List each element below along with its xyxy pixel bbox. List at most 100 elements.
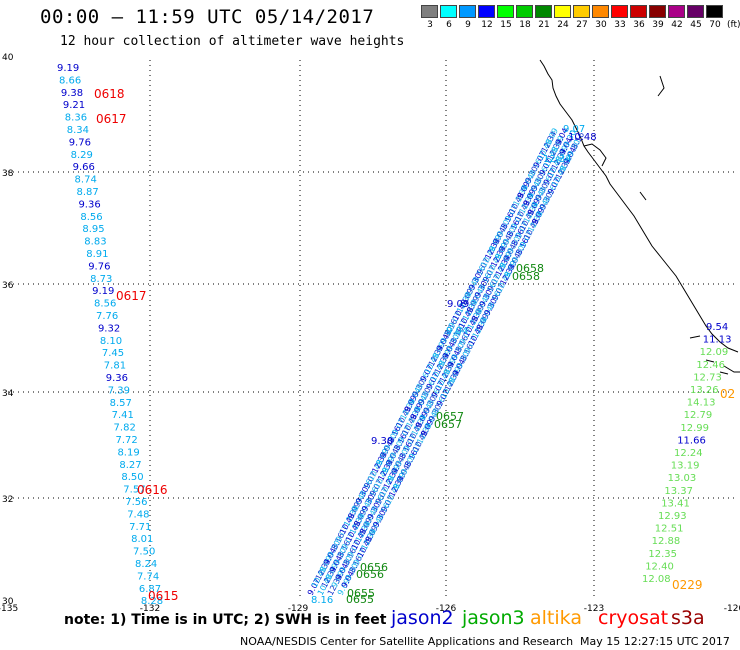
legend-swatch <box>573 5 590 18</box>
diag-track-time: 0655 <box>346 593 374 606</box>
east-track-value: 11.13 <box>703 335 732 346</box>
diag-highlight-value: 10.48 <box>568 132 597 143</box>
axis-labels: 40 38 36 34 32 30-135 -132 -129 -126 -123 -120 <box>0 53 740 614</box>
lat-label: 32 <box>2 495 13 505</box>
map-subtitle: 12 hour collection of altimeter wave hei… <box>60 34 405 49</box>
west-track-value: 8.66 <box>59 75 81 86</box>
west-track-value: 8.91 <box>86 249 108 260</box>
legend-tick-label: 39 <box>652 20 664 30</box>
west-track-value: 8.34 <box>67 125 89 136</box>
east-track-value: 12.88 <box>652 536 681 547</box>
west-track-value: 7.41 <box>112 410 134 421</box>
diag-highlight-value: 9.30 <box>371 436 393 447</box>
lon-label: -123 <box>584 604 604 614</box>
legend-swatch <box>497 5 514 18</box>
east-track-value: 12.24 <box>674 448 703 459</box>
west-track-value: 8.24 <box>135 559 157 570</box>
legend-tick-label: 27 <box>576 20 588 30</box>
east-track-edge-label: 02 <box>720 387 735 401</box>
east-track-value: 11.66 <box>677 435 706 446</box>
legend-swatch <box>516 5 533 18</box>
east-track-value: 12.46 <box>696 360 725 371</box>
west-track-value: 7.81 <box>104 361 126 372</box>
diag-highlight-value: 9.09 <box>447 299 469 310</box>
satellite-label-altika: altika <box>530 607 582 629</box>
west-track-value: 8.73 <box>90 274 112 285</box>
legend-swatch <box>478 5 495 18</box>
lat-label: 38 <box>2 169 14 179</box>
east-track-value: 12.35 <box>648 549 677 560</box>
west-track-value: 8.56 <box>80 212 102 223</box>
legend-swatch <box>554 5 571 18</box>
east-track-value: 9.54 <box>706 322 728 333</box>
legend-swatch <box>535 5 552 18</box>
west-track-value: 8.28 <box>141 596 163 607</box>
west-track-time: 0617 <box>116 289 147 303</box>
diag-highlight-value: 9.04 <box>446 326 468 337</box>
diag-track-time: 0657 <box>434 418 462 431</box>
legend-swatch <box>687 5 704 18</box>
california-coastline <box>539 59 739 353</box>
legend-tick-label: 21 <box>538 20 550 30</box>
legend-tick-label: 70 <box>709 20 721 30</box>
legend-tick-label: 18 <box>519 20 531 30</box>
satellite-label-cryosat: cryosat <box>598 607 669 629</box>
east-track-value: 13.37 <box>664 486 693 497</box>
east-track-value: 14.13 <box>687 398 716 409</box>
west-track-value: 9.36 <box>78 199 100 210</box>
west-track-value: 9.76 <box>88 261 110 272</box>
east-track-value: 12.93 <box>658 511 687 522</box>
legend-tick-label: 30 <box>595 20 607 30</box>
east-track-value: 13.19 <box>671 461 700 472</box>
legend-tick-label: 33 <box>614 20 626 30</box>
inland-lake-1 <box>657 75 665 97</box>
lat-label: 36 <box>2 281 14 291</box>
legend-swatch <box>706 5 723 18</box>
map-title: 00:00 – 11:59 UTC 05/14/2017 <box>40 6 375 28</box>
satellite-label-s3a: s3a <box>671 607 705 629</box>
lon-label: -135 <box>0 604 18 614</box>
inland-lake-2 <box>639 191 647 201</box>
west-track-value: 9.32 <box>98 323 120 334</box>
west-track-time: 0615 <box>148 589 179 603</box>
west-track-value: 7.57 <box>123 485 145 496</box>
lon-label: -129 <box>288 604 309 614</box>
west-track-value: 9.66 <box>73 162 95 173</box>
west-track-value: 9.76 <box>69 137 91 148</box>
west-track-value: 8.57 <box>110 398 132 409</box>
west-track-value: 7.72 <box>116 435 138 446</box>
baja-coast <box>723 365 740 373</box>
west-track-value: 8.50 <box>121 472 143 483</box>
legend-swatch <box>668 5 685 18</box>
west-track-value: 9.21 <box>63 100 85 111</box>
satellite-label-jason2: jason2 <box>391 607 454 629</box>
lat-label: 34 <box>2 389 14 399</box>
lat-label: 30 <box>2 597 14 607</box>
diag-highlight-value: 8.16 <box>311 595 333 606</box>
satellite-label-jason3: jason3 <box>462 607 525 629</box>
east-track-value: 12.99 <box>680 423 709 434</box>
legend-tick-label: 15 <box>500 20 512 30</box>
footer-note: note: 1) Time is in UTC; 2) SWH is in fe… <box>64 612 387 628</box>
west-track-value: 7.74 <box>137 571 159 582</box>
west-track-value: 8.01 <box>131 534 153 545</box>
legend-tick-label: 9 <box>465 20 471 30</box>
legend-swatch <box>592 5 609 18</box>
diag-track-time: 0658 <box>516 262 544 275</box>
legend-swatch <box>421 5 438 18</box>
track-labels: 9.198.669.389.218.368.349.768.299.668.74… <box>57 63 735 607</box>
legend-tick-label: 42 <box>671 20 683 30</box>
east-track-value: 12.51 <box>655 524 684 535</box>
west-track-value: 6.87 <box>139 584 161 595</box>
legend-swatch <box>459 5 476 18</box>
west-track-value: 7.76 <box>96 311 118 322</box>
west-track-value: 9.38 <box>61 88 83 99</box>
legend-unit: (ft) <box>727 20 740 30</box>
east-track-value: 12.09 <box>700 347 729 358</box>
legend-tick-label: 3 <box>427 20 433 30</box>
legend-swatch <box>611 5 628 18</box>
west-track-value: 8.74 <box>75 175 97 186</box>
legend-tick-label: 12 <box>481 20 493 30</box>
lon-label: -126 <box>436 604 457 614</box>
